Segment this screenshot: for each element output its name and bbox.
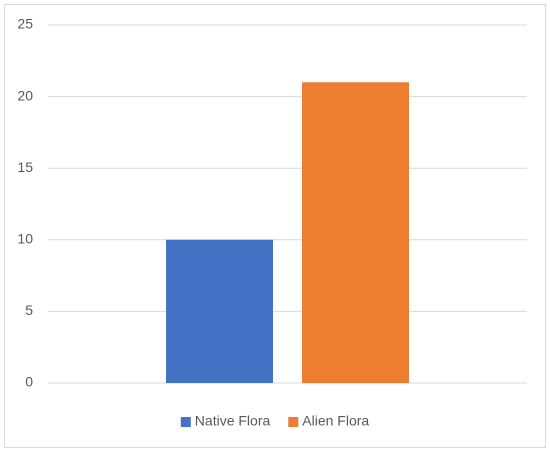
legend-swatch [180,417,191,427]
chart-border [4,4,546,448]
y-tick-label: 10 [17,231,33,247]
y-tick-label: 5 [25,302,33,318]
bar [166,239,273,383]
legend-swatch [288,417,299,427]
y-tick-label: 0 [25,374,33,390]
legend-label: Alien Flora [302,413,369,429]
y-tick-label: 20 [17,87,33,103]
y-tick-label: 15 [17,159,33,175]
legend-label: Native Flora [195,413,271,429]
bar [302,82,409,383]
y-tick-label: 25 [17,16,33,32]
